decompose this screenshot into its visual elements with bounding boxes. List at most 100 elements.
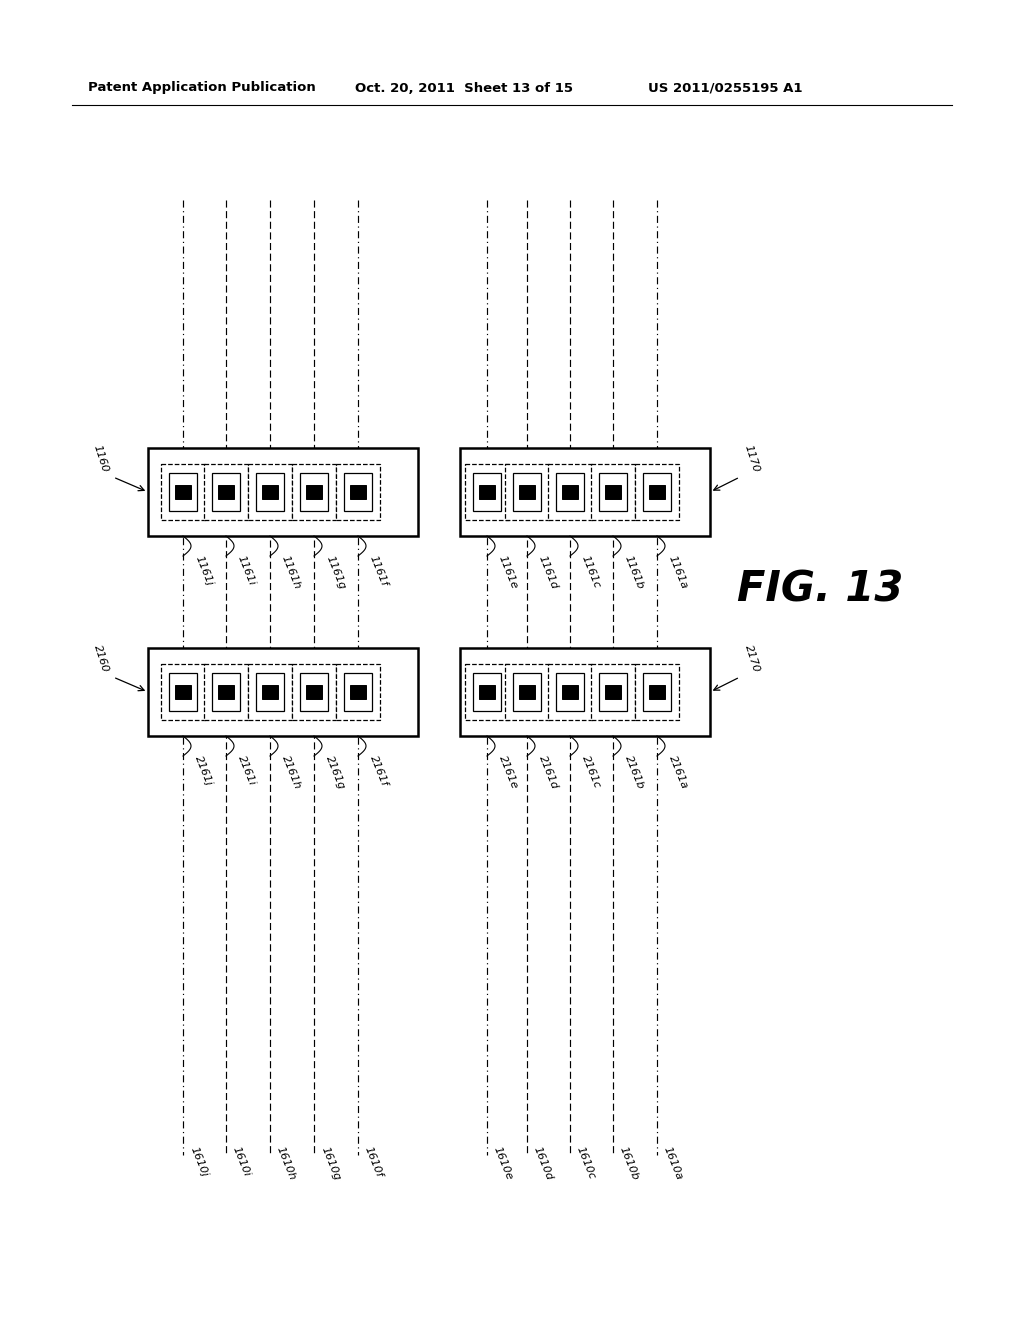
Bar: [344, 673, 372, 711]
Text: 1161b: 1161b: [623, 554, 645, 591]
Bar: [292, 664, 336, 719]
Text: 1160: 1160: [92, 444, 110, 474]
Bar: [161, 664, 205, 719]
Bar: [212, 673, 240, 711]
Text: 1610h: 1610h: [275, 1144, 298, 1181]
Bar: [175, 484, 191, 499]
Bar: [635, 664, 679, 719]
Text: Patent Application Publication: Patent Application Publication: [88, 82, 315, 95]
Text: 2170: 2170: [743, 644, 761, 675]
Text: 2161g: 2161g: [324, 754, 346, 791]
Bar: [306, 685, 322, 700]
Text: 1161h: 1161h: [280, 554, 302, 590]
Bar: [556, 473, 584, 511]
Text: 1610g: 1610g: [319, 1144, 342, 1181]
Text: 1610d: 1610d: [532, 1144, 555, 1181]
Bar: [262, 484, 278, 499]
Bar: [344, 473, 372, 511]
Bar: [204, 664, 248, 719]
Bar: [460, 447, 710, 536]
Bar: [300, 673, 328, 711]
Bar: [465, 465, 509, 520]
Text: 1161f: 1161f: [368, 554, 389, 587]
Bar: [505, 465, 549, 520]
Bar: [212, 473, 240, 511]
Bar: [169, 673, 197, 711]
Bar: [473, 673, 501, 711]
Bar: [465, 664, 509, 719]
Bar: [505, 664, 549, 719]
Bar: [479, 484, 495, 499]
Bar: [248, 465, 292, 520]
Text: 1161j: 1161j: [193, 554, 214, 587]
Text: 2161f: 2161f: [368, 754, 389, 788]
Text: 2160: 2160: [92, 644, 110, 675]
Bar: [599, 473, 627, 511]
Bar: [479, 685, 495, 700]
Text: 1610b: 1610b: [618, 1144, 641, 1181]
Text: 2161b: 2161b: [623, 754, 645, 791]
Text: 1161e: 1161e: [497, 554, 519, 590]
Bar: [248, 664, 292, 719]
Text: 1161d: 1161d: [537, 554, 560, 591]
Bar: [649, 685, 665, 700]
Text: FIG. 13: FIG. 13: [737, 569, 903, 611]
Bar: [169, 473, 197, 511]
Bar: [218, 484, 234, 499]
Text: 1610j: 1610j: [188, 1144, 209, 1177]
Bar: [148, 648, 418, 737]
Bar: [218, 685, 234, 700]
Text: 1610c: 1610c: [575, 1144, 597, 1181]
Bar: [300, 473, 328, 511]
Text: 1610a: 1610a: [662, 1144, 684, 1181]
Bar: [336, 465, 380, 520]
Bar: [513, 673, 541, 711]
Bar: [161, 465, 205, 520]
Bar: [473, 473, 501, 511]
Text: 1610i: 1610i: [231, 1144, 252, 1177]
Text: Oct. 20, 2011  Sheet 13 of 15: Oct. 20, 2011 Sheet 13 of 15: [355, 82, 573, 95]
Text: 1610f: 1610f: [362, 1144, 384, 1179]
Bar: [519, 685, 535, 700]
Bar: [460, 648, 710, 737]
Bar: [336, 664, 380, 719]
Bar: [292, 465, 336, 520]
Bar: [256, 673, 284, 711]
Text: 2161j: 2161j: [193, 754, 214, 787]
Bar: [605, 484, 621, 499]
Bar: [204, 465, 248, 520]
Bar: [649, 484, 665, 499]
Bar: [591, 664, 635, 719]
Bar: [643, 673, 671, 711]
Bar: [519, 484, 535, 499]
Text: 1161i: 1161i: [236, 554, 257, 587]
Bar: [148, 447, 418, 536]
Bar: [643, 473, 671, 511]
Bar: [599, 673, 627, 711]
Text: 2161i: 2161i: [236, 754, 257, 787]
Bar: [562, 685, 578, 700]
Bar: [635, 465, 679, 520]
Bar: [548, 465, 592, 520]
Text: 2161e: 2161e: [497, 754, 519, 791]
Bar: [262, 685, 278, 700]
Text: 1161c: 1161c: [580, 554, 602, 590]
Bar: [591, 465, 635, 520]
Bar: [556, 673, 584, 711]
Text: 1161a: 1161a: [667, 554, 689, 590]
Text: 1161g: 1161g: [324, 554, 346, 591]
Text: 2161h: 2161h: [280, 754, 302, 791]
Bar: [256, 473, 284, 511]
Bar: [562, 484, 578, 499]
Bar: [306, 484, 322, 499]
Bar: [350, 484, 366, 499]
Text: 1610e: 1610e: [492, 1144, 514, 1181]
Bar: [175, 685, 191, 700]
Bar: [350, 685, 366, 700]
Text: 2161a: 2161a: [667, 754, 689, 791]
Bar: [548, 664, 592, 719]
Text: 1170: 1170: [743, 444, 761, 474]
Text: US 2011/0255195 A1: US 2011/0255195 A1: [648, 82, 803, 95]
Text: 2161d: 2161d: [537, 754, 560, 791]
Bar: [605, 685, 621, 700]
